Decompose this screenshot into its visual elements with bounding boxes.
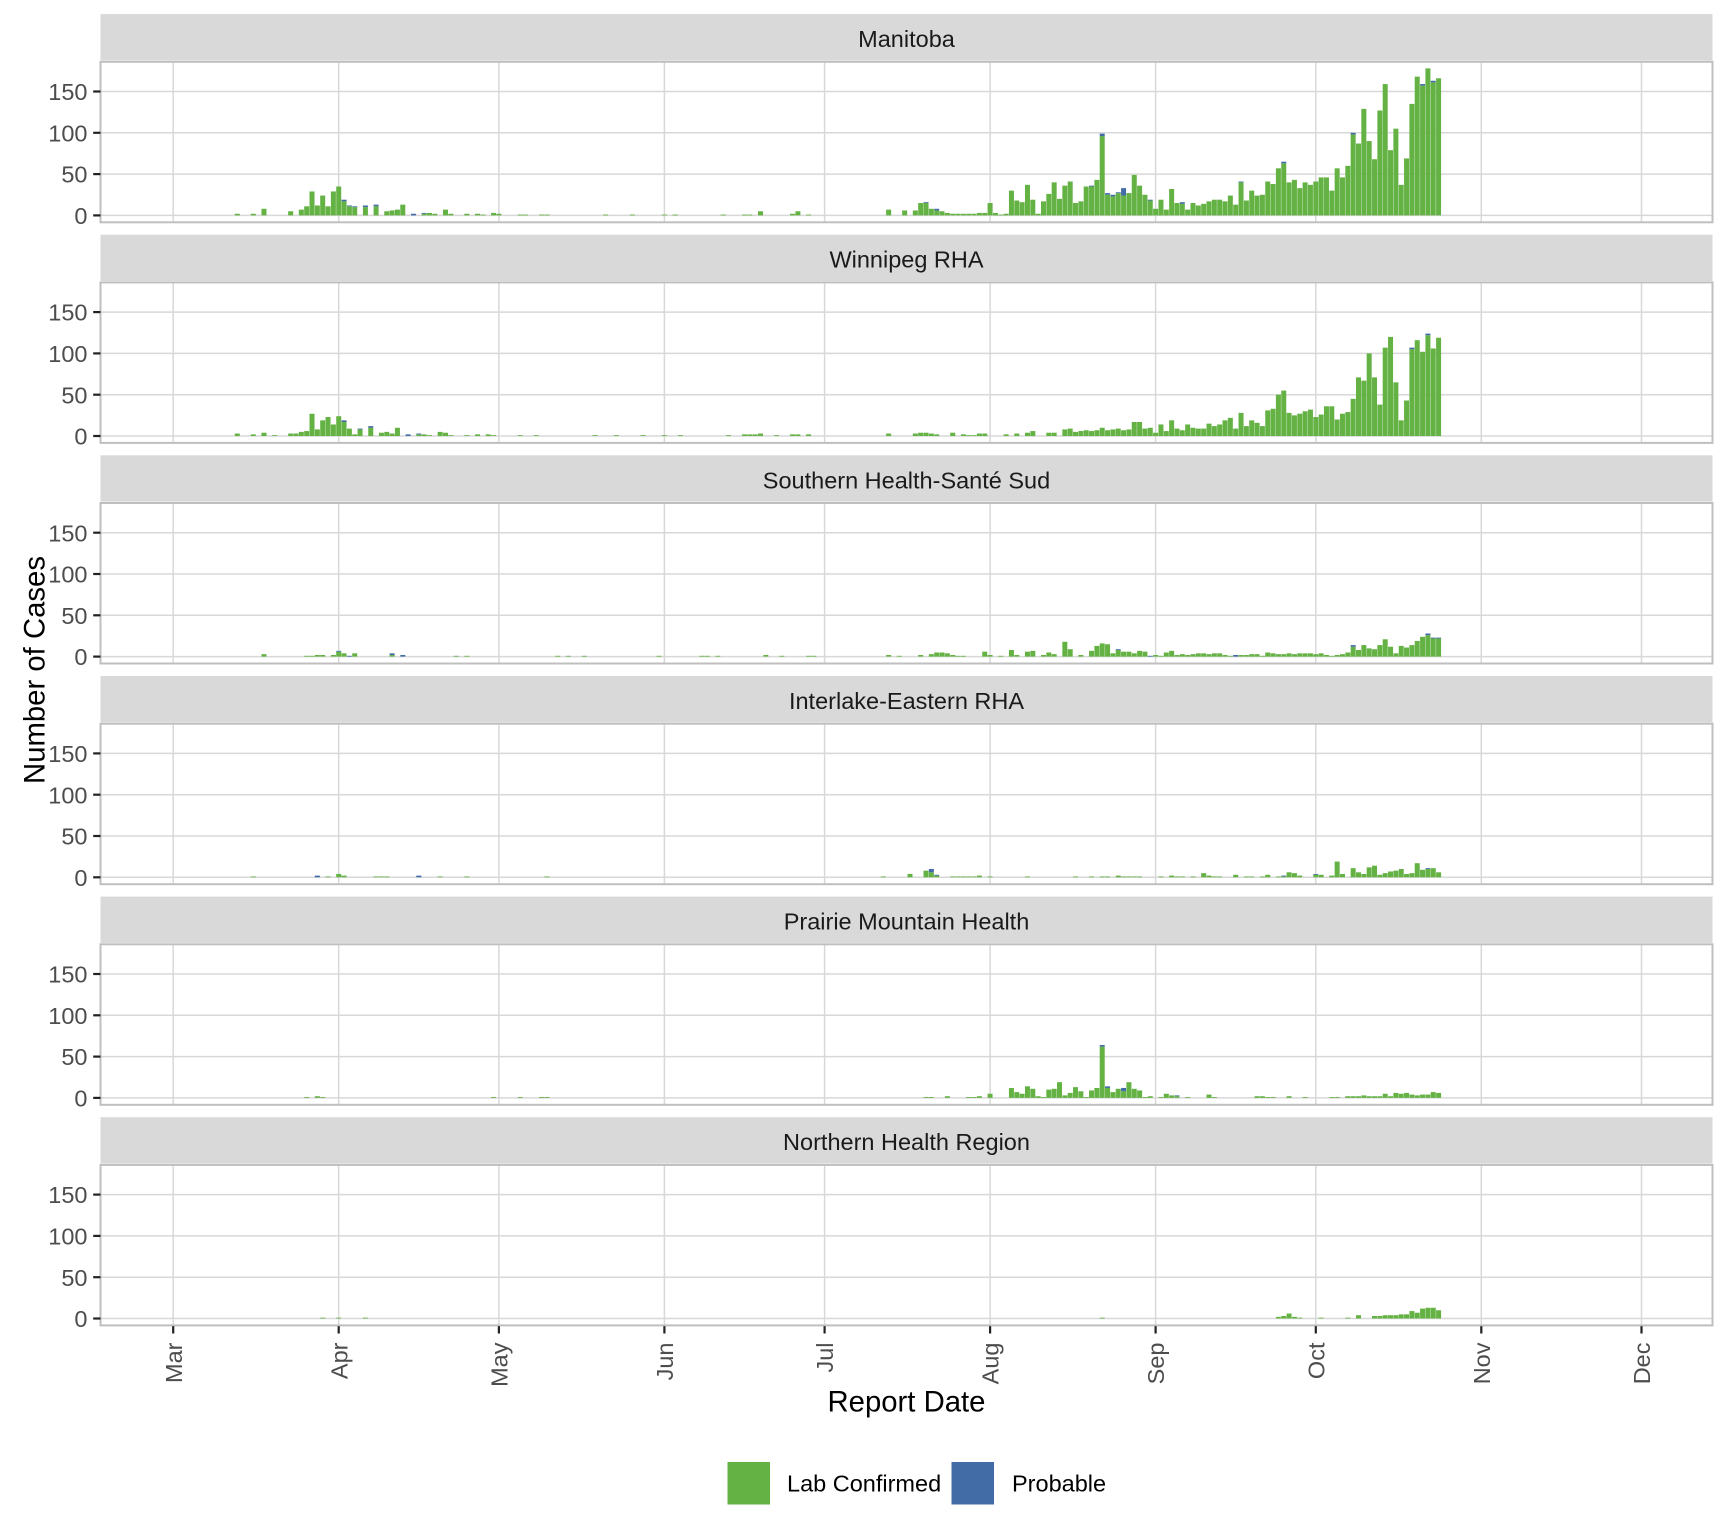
svg-text:100: 100 (48, 782, 87, 808)
svg-text:Interlake-Eastern RHA: Interlake-Eastern RHA (789, 688, 1024, 714)
svg-text:100: 100 (48, 562, 87, 588)
svg-text:Winnipeg RHA: Winnipeg RHA (829, 247, 983, 273)
svg-text:0: 0 (74, 644, 87, 670)
svg-text:Nov: Nov (1469, 1342, 1495, 1384)
svg-text:Manitoba: Manitoba (858, 26, 956, 52)
svg-text:Oct: Oct (1303, 1342, 1329, 1379)
svg-text:Apr: Apr (326, 1342, 352, 1379)
svg-text:100: 100 (48, 341, 87, 367)
svg-text:Southern Health-Santé Sud: Southern Health-Santé Sud (763, 467, 1050, 493)
svg-text:Mar: Mar (161, 1342, 187, 1383)
svg-text:Aug: Aug (978, 1343, 1004, 1385)
svg-text:50: 50 (61, 162, 87, 188)
svg-text:Probable: Probable (1012, 1471, 1106, 1497)
svg-text:100: 100 (48, 120, 87, 146)
svg-text:Dec: Dec (1629, 1342, 1655, 1384)
svg-text:50: 50 (61, 824, 87, 850)
svg-text:150: 150 (48, 962, 87, 988)
svg-text:0: 0 (74, 424, 87, 450)
svg-text:150: 150 (48, 741, 87, 767)
svg-text:150: 150 (48, 1182, 87, 1208)
svg-text:150: 150 (48, 520, 87, 546)
svg-text:100: 100 (48, 1003, 87, 1029)
svg-text:50: 50 (61, 1265, 87, 1291)
svg-text:Prairie Mountain Health: Prairie Mountain Health (784, 909, 1030, 935)
svg-text:0: 0 (74, 1086, 87, 1112)
svg-text:Jun: Jun (652, 1343, 678, 1381)
svg-text:Report Date: Report Date (828, 1386, 986, 1419)
svg-text:100: 100 (48, 1224, 87, 1250)
svg-text:Northern Health Region: Northern Health Region (783, 1129, 1030, 1155)
svg-text:50: 50 (61, 603, 87, 629)
svg-text:0: 0 (74, 1306, 87, 1332)
svg-text:50: 50 (61, 382, 87, 408)
svg-text:150: 150 (48, 79, 87, 105)
svg-text:0: 0 (74, 865, 87, 891)
svg-text:Lab Confirmed: Lab Confirmed (787, 1471, 941, 1497)
svg-text:Jul: Jul (812, 1343, 838, 1373)
svg-text:0: 0 (74, 203, 87, 229)
svg-text:Sep: Sep (1143, 1343, 1169, 1385)
svg-text:50: 50 (61, 1044, 87, 1070)
svg-text:150: 150 (48, 300, 87, 326)
svg-text:May: May (487, 1342, 513, 1387)
svg-text:Number of Cases: Number of Cases (19, 556, 52, 784)
